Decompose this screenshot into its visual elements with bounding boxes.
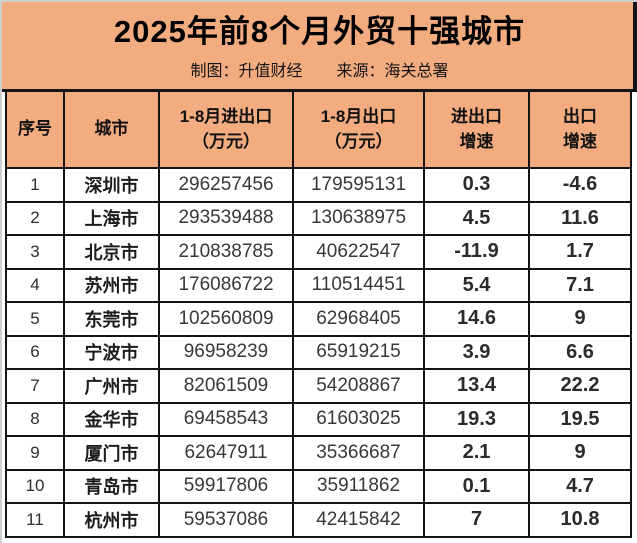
cell-rank: 10 [5, 468, 65, 504]
cell-export-value: 35911862 [292, 468, 425, 504]
cell-city: 苏州市 [63, 267, 160, 303]
cell-import-export-value: 176086722 [158, 267, 294, 303]
cell-import-export-value: 102560809 [158, 301, 294, 337]
cell-export-value: 65919215 [292, 334, 425, 370]
cell-import-export-growth: -11.9 [423, 234, 530, 270]
cell-rank: 6 [5, 334, 65, 370]
cell-rank: 7 [5, 368, 65, 404]
cell-export-value: 179595131 [292, 167, 425, 203]
title-banner: 2025年前8个月外贸十强城市 制图：升值财经 来源：海关总署 [2, 2, 637, 92]
header-rank: 序号 [5, 92, 65, 169]
cell-city: 杭州市 [63, 502, 160, 538]
cell-import-export-value: 69458543 [158, 401, 294, 437]
table-row: 8 金华市 69458543 61603025 19.3 19.5 [5, 401, 632, 437]
cell-export-value: 42415842 [292, 502, 425, 538]
table-row: 11 杭州市 59537086 42415842 7 10.8 [5, 502, 632, 538]
cell-export-growth: 1.7 [528, 234, 632, 270]
header-export-growth: 出口 增速 [528, 92, 632, 169]
cell-city: 厦门市 [63, 435, 160, 471]
table-row: 7 广州市 82061509 54208867 13.4 22.2 [5, 368, 632, 404]
cell-import-export-growth: 5.4 [423, 267, 530, 303]
header-import-export-value: 1-8月进出口 （万元） [158, 92, 294, 169]
cell-export-growth: 6.6 [528, 334, 632, 370]
cell-import-export-value: 210838785 [158, 234, 294, 270]
cell-export-growth: 9 [528, 301, 632, 337]
cell-city: 东莞市 [63, 301, 160, 337]
cell-city: 上海市 [63, 200, 160, 236]
banner-right-border [633, 2, 637, 89]
table-row: 5 东莞市 102560809 62968405 14.6 9 [5, 301, 632, 337]
table-row: 2 上海市 293539488 130638975 4.5 11.6 [5, 200, 632, 236]
header-export-value: 1-8月出口 （万元） [292, 92, 425, 169]
cell-rank: 3 [5, 234, 65, 270]
cell-export-growth: 7.1 [528, 267, 632, 303]
cell-import-export-growth: 4.5 [423, 200, 530, 236]
cell-export-value: 61603025 [292, 401, 425, 437]
cell-import-export-value: 62647911 [158, 435, 294, 471]
cell-rank: 8 [5, 401, 65, 437]
cell-export-growth: 11.6 [528, 200, 632, 236]
header-city: 城市 [63, 92, 160, 169]
cell-export-growth: 9 [528, 435, 632, 471]
table-row: 10 青岛市 59917806 35911862 0.1 4.7 [5, 468, 632, 504]
cell-export-growth: 4.7 [528, 468, 632, 504]
cell-import-export-growth: 7 [423, 502, 530, 538]
cell-rank: 2 [5, 200, 65, 236]
table-row: 9 厦门市 62647911 35366687 2.1 9 [5, 435, 632, 471]
cell-rank: 1 [5, 167, 65, 203]
cell-import-export-growth: 19.3 [423, 401, 530, 437]
header-import-export-growth: 进出口 增速 [423, 92, 530, 169]
cell-city: 金华市 [63, 401, 160, 437]
cell-export-value: 54208867 [292, 368, 425, 404]
cell-import-export-value: 96958239 [158, 334, 294, 370]
cell-import-export-growth: 14.6 [423, 301, 530, 337]
cell-import-export-growth: 3.9 [423, 334, 530, 370]
cell-export-growth: 22.2 [528, 368, 632, 404]
cell-import-export-growth: 0.1 [423, 468, 530, 504]
page-title: 2025年前8个月外贸十强城市 [113, 14, 526, 49]
subtitle: 制图：升值财经 来源：海关总署 [2, 57, 637, 81]
cell-export-growth: 10.8 [528, 502, 632, 538]
cell-export-value: 62968405 [292, 301, 425, 337]
table-row: 1 深圳市 296257456 179595131 0.3 -4.6 [5, 167, 632, 203]
cell-export-growth: 19.5 [528, 401, 632, 437]
cell-city: 宁波市 [63, 334, 160, 370]
cell-export-growth: -4.6 [528, 167, 632, 203]
cell-import-export-growth: 2.1 [423, 435, 530, 471]
cell-export-value: 40622547 [292, 234, 425, 270]
cell-city: 青岛市 [63, 468, 160, 504]
table-row: 3 北京市 210838785 40622547 -11.9 1.7 [5, 234, 632, 270]
source-label: 来源：海关总署 [336, 63, 449, 81]
table-body: 1 深圳市 296257456 179595131 0.3 -4.6 2 上海市 2935394… [5, 167, 632, 538]
table-row: 6 宁波市 96958239 65919215 3.9 6.6 [5, 334, 632, 370]
cell-import-export-growth: 0.3 [423, 167, 530, 203]
cell-import-export-value: 59537086 [158, 502, 294, 538]
cell-import-export-value: 59917806 [158, 468, 294, 504]
cell-rank: 4 [5, 267, 65, 303]
cell-city: 深圳市 [63, 167, 160, 203]
cell-import-export-value: 296257456 [158, 167, 294, 203]
cell-export-value: 35366687 [292, 435, 425, 471]
cell-rank: 5 [5, 301, 65, 337]
cell-city: 北京市 [63, 234, 160, 270]
table-row: 4 苏州市 176086722 110514451 5.4 7.1 [5, 267, 632, 303]
cell-import-export-growth: 13.4 [423, 368, 530, 404]
trade-table: 序号 城市 1-8月进出口 （万元） 1-8月出口 （万元） 进出口 增速 出口 增速 1… [5, 92, 632, 538]
cell-rank: 11 [5, 502, 65, 538]
credit-label: 制图：升值财经 [190, 63, 303, 81]
header-row: 序号 城市 1-8月进出口 （万元） 1-8月出口 （万元） 进出口 增速 出口 增速 [5, 92, 632, 169]
cell-import-export-value: 82061509 [158, 368, 294, 404]
cell-export-value: 110514451 [292, 267, 425, 303]
cell-city: 广州市 [63, 368, 160, 404]
cell-rank: 9 [5, 435, 65, 471]
cell-export-value: 130638975 [292, 200, 425, 236]
cell-import-export-value: 293539488 [158, 200, 294, 236]
